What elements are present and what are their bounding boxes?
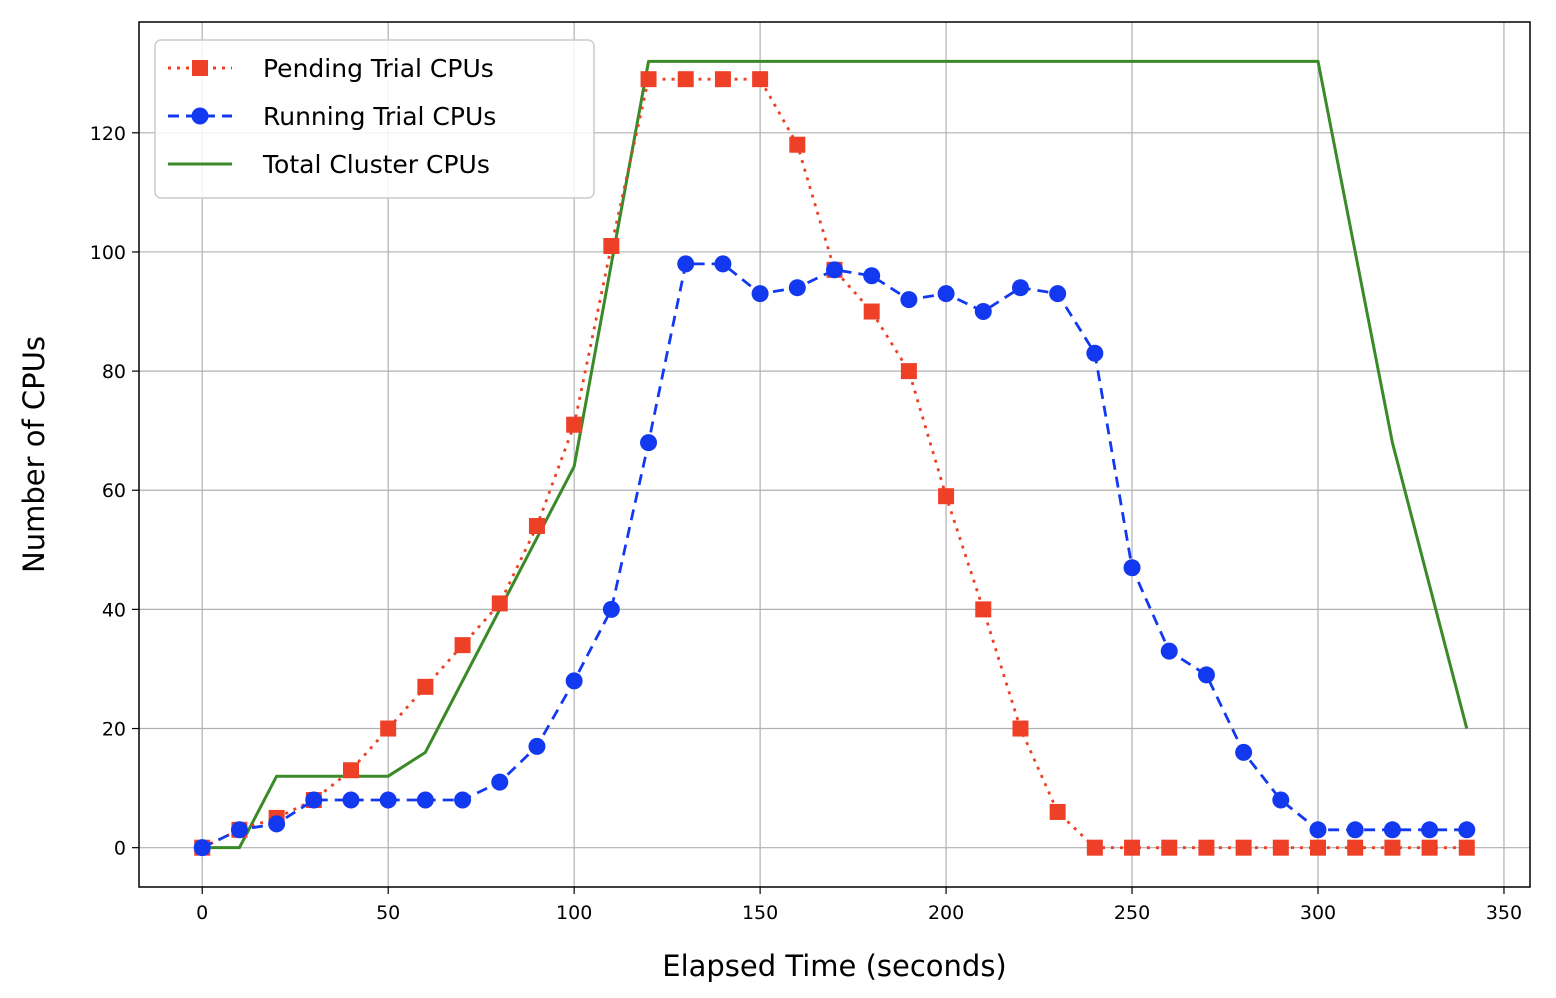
- series-line: [202, 59, 1469, 850]
- data-point: [1383, 821, 1401, 839]
- data-point: [1384, 839, 1401, 856]
- series-line: [201, 77, 1467, 850]
- data-point: [565, 672, 583, 690]
- series-1: [193, 255, 1476, 857]
- data-point: [1124, 839, 1141, 856]
- y-tick-label: 100: [90, 242, 126, 264]
- x-tick-label: 250: [1114, 902, 1150, 924]
- y-tick-label: 80: [102, 361, 126, 383]
- legend-label-0: Pending Trial CPUs: [263, 54, 494, 83]
- data-point: [677, 71, 694, 88]
- data-point: [528, 517, 545, 534]
- data-point: [1198, 839, 1215, 856]
- plot-frame: [138, 21, 1531, 888]
- y-axis-title: Number of CPUs: [17, 336, 51, 573]
- data-point: [1347, 839, 1364, 856]
- x-tick-label: 200: [928, 902, 964, 924]
- data-point: [900, 291, 918, 309]
- data-point: [1458, 821, 1476, 839]
- legend-box: [154, 39, 595, 199]
- data-point: [937, 285, 955, 303]
- data-point: [454, 791, 472, 809]
- legend-marker-0: [192, 60, 208, 76]
- y-tick-label: 60: [102, 480, 126, 502]
- legend-marker-1: [191, 107, 209, 125]
- data-point: [863, 303, 880, 320]
- data-point: [602, 600, 620, 618]
- data-point: [417, 678, 434, 695]
- data-point: [603, 237, 620, 254]
- x-tick-label: 0: [196, 902, 208, 924]
- data-point: [230, 821, 248, 839]
- data-point: [342, 791, 360, 809]
- y-tick-label: 0: [114, 838, 126, 860]
- data-point: [528, 737, 546, 755]
- data-point: [826, 261, 843, 279]
- x-tick-label: 300: [1300, 902, 1336, 924]
- data-point: [1011, 279, 1029, 297]
- data-point: [677, 255, 695, 273]
- data-point: [1272, 791, 1290, 809]
- data-point: [566, 416, 583, 433]
- data-point: [863, 267, 881, 285]
- data-point: [379, 791, 397, 809]
- x-tick-label: 150: [742, 902, 778, 924]
- data-point: [751, 285, 769, 303]
- x-tick-label: 100: [556, 902, 592, 924]
- data-point: [1309, 821, 1327, 839]
- data-point: [1012, 720, 1029, 737]
- data-point: [193, 839, 211, 857]
- y-tick-label: 20: [102, 719, 126, 741]
- series-line: [201, 262, 1467, 849]
- series-layer: [193, 59, 1476, 857]
- data-point: [752, 71, 769, 88]
- data-point: [416, 791, 434, 809]
- data-point: [1049, 285, 1067, 303]
- data-point: [1421, 821, 1439, 839]
- data-point: [491, 773, 509, 791]
- x-tick-label: 50: [376, 902, 400, 924]
- data-point: [975, 601, 992, 618]
- legend-label-2: Total Cluster CPUs: [262, 150, 490, 179]
- data-point: [1272, 839, 1289, 856]
- data-point: [268, 815, 286, 833]
- data-point: [1310, 839, 1327, 856]
- y-tick-label: 120: [90, 123, 126, 145]
- data-point: [380, 720, 397, 737]
- data-point: [1197, 666, 1215, 684]
- data-point: [714, 255, 732, 273]
- data-point: [900, 363, 917, 380]
- legend: Pending Trial CPUs Running Trial CPUs Tota…: [154, 39, 595, 199]
- legend-label-1: Running Trial CPUs: [263, 102, 496, 131]
- series-2: [202, 59, 1469, 850]
- data-point: [1086, 839, 1103, 856]
- data-point: [1161, 839, 1178, 856]
- data-point: [1346, 821, 1364, 839]
- data-point: [342, 762, 359, 779]
- data-point: [714, 71, 731, 88]
- data-point: [788, 279, 806, 297]
- data-point: [1123, 559, 1141, 577]
- data-point: [974, 303, 992, 321]
- data-point: [789, 136, 806, 153]
- data-point: [1235, 743, 1253, 761]
- data-point: [1160, 642, 1178, 660]
- data-point: [640, 71, 657, 88]
- data-point: [1235, 839, 1252, 856]
- x-tick-label: 350: [1486, 902, 1522, 924]
- data-point: [1458, 839, 1475, 856]
- ticks: 0 50 100 150 200 250 300 350 0 20 40 60 80 100 120: [90, 123, 1522, 924]
- data-point: [454, 637, 471, 654]
- data-point: [640, 434, 658, 452]
- data-point: [938, 488, 955, 505]
- data-point: [1421, 839, 1438, 856]
- y-tick-label: 40: [102, 599, 126, 621]
- x-axis-title: Elapsed Time (seconds): [662, 949, 1007, 983]
- data-point: [1086, 344, 1104, 362]
- data-point: [305, 791, 323, 809]
- data-point: [491, 595, 508, 612]
- data-point: [1049, 803, 1066, 820]
